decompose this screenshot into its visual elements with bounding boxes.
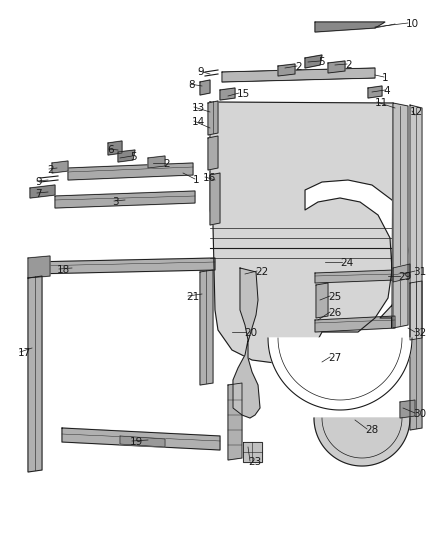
Polygon shape	[268, 338, 412, 410]
Text: 6: 6	[107, 145, 113, 155]
Text: 29: 29	[398, 272, 411, 282]
Text: 31: 31	[413, 267, 426, 277]
Polygon shape	[410, 281, 422, 430]
Text: 20: 20	[244, 328, 257, 338]
Polygon shape	[28, 256, 50, 278]
Text: 2: 2	[47, 165, 53, 175]
Polygon shape	[208, 136, 218, 170]
Polygon shape	[52, 161, 68, 173]
Polygon shape	[200, 80, 210, 95]
Text: 28: 28	[365, 425, 378, 435]
Text: 16: 16	[203, 173, 216, 183]
Polygon shape	[210, 173, 220, 225]
Text: 27: 27	[328, 353, 341, 363]
Polygon shape	[62, 428, 220, 450]
Polygon shape	[222, 68, 375, 82]
Text: 12: 12	[410, 107, 423, 117]
Polygon shape	[305, 55, 322, 68]
Polygon shape	[368, 86, 382, 98]
Text: 19: 19	[130, 437, 143, 447]
Text: 30: 30	[413, 409, 426, 419]
Polygon shape	[393, 264, 410, 282]
Polygon shape	[315, 270, 395, 283]
Polygon shape	[400, 400, 415, 418]
Polygon shape	[328, 61, 345, 73]
Polygon shape	[120, 436, 165, 447]
Polygon shape	[410, 105, 422, 340]
Text: 7: 7	[35, 189, 42, 199]
Text: 1: 1	[193, 175, 200, 185]
Text: 23: 23	[248, 457, 261, 467]
Text: 25: 25	[328, 292, 341, 302]
Text: 10: 10	[406, 19, 419, 29]
Polygon shape	[68, 163, 193, 180]
Polygon shape	[118, 150, 135, 162]
Polygon shape	[200, 270, 213, 385]
Text: 1: 1	[382, 73, 389, 83]
Text: 2: 2	[295, 62, 302, 72]
Text: 24: 24	[340, 258, 353, 268]
Text: 9: 9	[35, 177, 42, 187]
Text: 8: 8	[188, 80, 194, 90]
Polygon shape	[55, 191, 195, 208]
Polygon shape	[30, 185, 55, 198]
Polygon shape	[243, 442, 262, 462]
Polygon shape	[278, 64, 295, 76]
Polygon shape	[148, 156, 165, 168]
Polygon shape	[208, 101, 218, 135]
Polygon shape	[314, 418, 410, 466]
Polygon shape	[220, 88, 235, 100]
Polygon shape	[108, 141, 122, 155]
Text: 5: 5	[130, 152, 137, 162]
Text: 14: 14	[192, 117, 205, 127]
Text: 2: 2	[345, 60, 352, 70]
Polygon shape	[315, 22, 385, 32]
Text: 13: 13	[192, 103, 205, 113]
Text: 22: 22	[255, 267, 268, 277]
Text: 5: 5	[318, 57, 325, 67]
Text: 15: 15	[237, 89, 250, 99]
Text: 2: 2	[163, 159, 170, 169]
Polygon shape	[315, 316, 395, 332]
Text: 11: 11	[375, 98, 388, 108]
Text: 21: 21	[186, 292, 199, 302]
Polygon shape	[30, 258, 215, 274]
Polygon shape	[233, 268, 260, 418]
Polygon shape	[28, 276, 42, 472]
Polygon shape	[318, 356, 330, 378]
Text: 3: 3	[112, 197, 119, 207]
Text: 18: 18	[57, 265, 70, 275]
Text: 26: 26	[328, 308, 341, 318]
Text: 17: 17	[18, 348, 31, 358]
Polygon shape	[210, 102, 408, 363]
Polygon shape	[228, 383, 242, 460]
Polygon shape	[316, 283, 328, 318]
Text: 9: 9	[197, 67, 204, 77]
Polygon shape	[393, 103, 408, 328]
Text: 4: 4	[383, 86, 390, 96]
Text: 32: 32	[413, 328, 426, 338]
